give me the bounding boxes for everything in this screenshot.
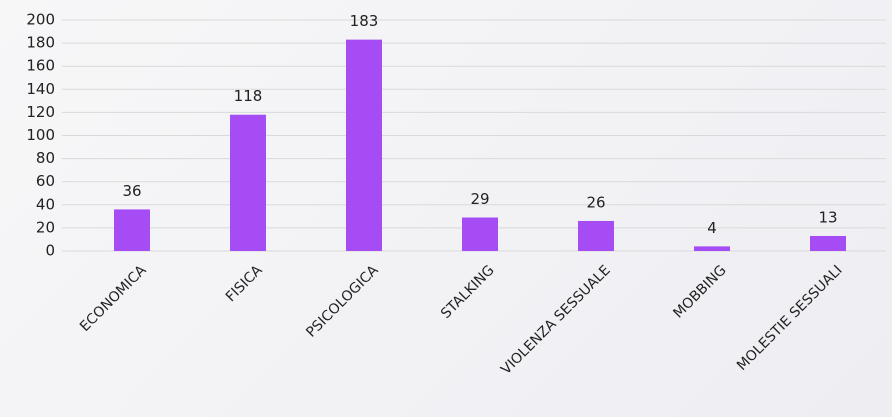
bar <box>462 217 498 251</box>
value-label: 29 <box>470 190 489 208</box>
y-tick-label: 80 <box>36 149 55 167</box>
y-tick-label: 60 <box>36 172 55 190</box>
bar <box>346 39 382 252</box>
y-tick-label: 140 <box>26 80 55 98</box>
value-label: 183 <box>350 12 379 30</box>
y-tick-label: 160 <box>26 57 55 75</box>
value-label: 13 <box>818 208 837 226</box>
bar <box>114 209 150 251</box>
bar <box>230 114 266 252</box>
x-tick-label: PSICOLOGICA <box>303 262 382 341</box>
bar <box>810 235 846 251</box>
y-tick-label: 40 <box>36 195 55 213</box>
x-tick-label: ECONOMICA <box>77 262 150 335</box>
x-tick-label: VIOLENZA SESSUALE <box>498 262 614 378</box>
value-label: 26 <box>586 193 605 211</box>
value-label: 118 <box>234 87 263 105</box>
value-label: 36 <box>122 182 141 200</box>
x-tick-label: MOBBING <box>670 262 729 321</box>
y-tick-label: 200 <box>26 11 55 29</box>
x-tick-label: FISICA <box>223 262 266 305</box>
value-label: 4 <box>707 219 717 237</box>
bar <box>694 246 730 251</box>
y-tick-label: 100 <box>26 126 55 144</box>
bar <box>578 220 614 251</box>
y-tick-label: 20 <box>36 218 55 236</box>
x-tick-label: MOLESTIE SESSUALI <box>734 262 846 374</box>
y-tick-label: 120 <box>26 103 55 121</box>
y-tick-label: 180 <box>26 34 55 52</box>
x-tick-label: STALKING <box>438 262 498 322</box>
y-tick-label: 0 <box>45 242 55 260</box>
